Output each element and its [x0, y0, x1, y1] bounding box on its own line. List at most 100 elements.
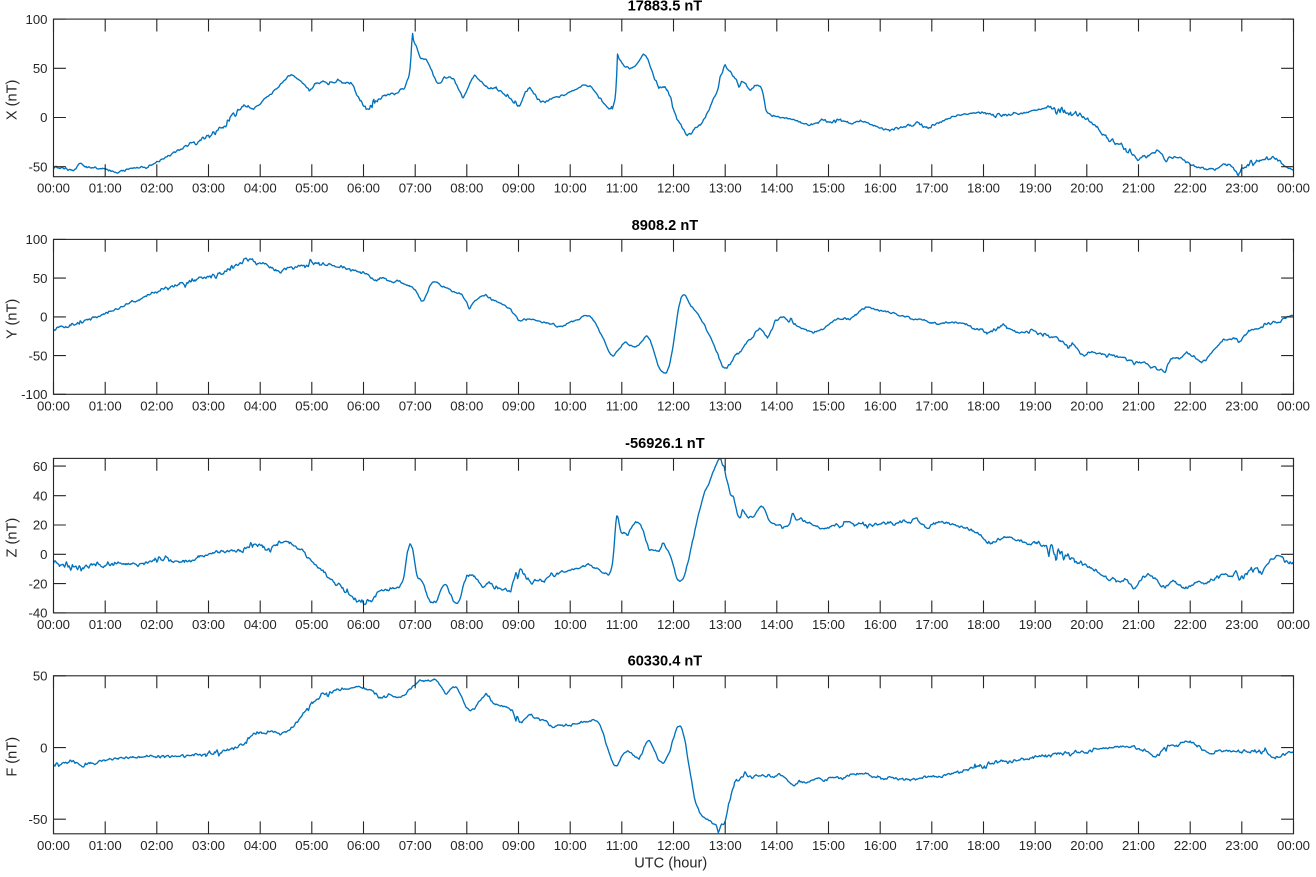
svg-text:-100: -100	[21, 387, 47, 402]
svg-text:-50: -50	[28, 159, 47, 174]
svg-text:17:00: 17:00	[915, 617, 948, 632]
svg-text:X (nT): X (nT)	[5, 80, 21, 121]
svg-text:06:00: 06:00	[347, 838, 380, 853]
svg-text:16:00: 16:00	[864, 398, 897, 413]
svg-text:40: 40	[33, 488, 48, 503]
svg-text:11:00: 11:00	[606, 181, 638, 196]
svg-text:23:00: 23:00	[1225, 838, 1258, 853]
svg-text:10:00: 10:00	[554, 838, 587, 853]
svg-text:50: 50	[33, 669, 48, 684]
svg-text:04:00: 04:00	[244, 617, 277, 632]
svg-text:100: 100	[25, 232, 47, 247]
svg-text:05:00: 05:00	[295, 617, 328, 632]
svg-text:04:00: 04:00	[244, 398, 277, 413]
svg-text:13:00: 13:00	[709, 398, 742, 413]
svg-text:Y (nT): Y (nT)	[5, 299, 21, 339]
svg-text:23:00: 23:00	[1225, 398, 1258, 413]
svg-text:06:00: 06:00	[347, 181, 380, 196]
svg-text:05:00: 05:00	[295, 398, 328, 413]
svg-text:-50: -50	[28, 812, 47, 827]
svg-text:03:00: 03:00	[192, 398, 225, 413]
svg-text:17883.5 nT: 17883.5 nT	[628, 0, 703, 15]
svg-text:0: 0	[40, 110, 47, 125]
svg-text:16:00: 16:00	[864, 838, 897, 853]
svg-text:08:00: 08:00	[450, 398, 483, 413]
svg-text:01:00: 01:00	[89, 838, 122, 853]
svg-text:08:00: 08:00	[450, 181, 483, 196]
svg-text:21:00: 21:00	[1122, 398, 1155, 413]
svg-text:14:00: 14:00	[760, 617, 793, 632]
svg-text:21:00: 21:00	[1122, 838, 1155, 853]
svg-text:20:00: 20:00	[1070, 838, 1103, 853]
svg-text:11:00: 11:00	[606, 617, 638, 632]
svg-text:18:00: 18:00	[967, 838, 1000, 853]
svg-text:22:00: 22:00	[1174, 181, 1207, 196]
svg-text:0: 0	[40, 740, 47, 755]
svg-text:00:00: 00:00	[1277, 181, 1310, 196]
svg-text:03:00: 03:00	[192, 617, 225, 632]
svg-text:15:00: 15:00	[812, 181, 845, 196]
svg-text:00:00: 00:00	[37, 617, 70, 632]
svg-text:0: 0	[40, 310, 47, 325]
svg-text:13:00: 13:00	[709, 181, 742, 196]
svg-text:08:00: 08:00	[450, 617, 483, 632]
svg-text:12:00: 12:00	[657, 181, 690, 196]
svg-text:07:00: 07:00	[399, 181, 432, 196]
svg-text:20:00: 20:00	[1070, 181, 1103, 196]
svg-text:12:00: 12:00	[657, 617, 690, 632]
svg-text:02:00: 02:00	[140, 398, 173, 413]
svg-text:11:00: 11:00	[606, 838, 638, 853]
svg-text:17:00: 17:00	[915, 838, 948, 853]
svg-text:02:00: 02:00	[140, 838, 173, 853]
svg-text:07:00: 07:00	[399, 617, 432, 632]
svg-text:03:00: 03:00	[192, 181, 225, 196]
svg-text:50: 50	[33, 61, 48, 76]
svg-text:50: 50	[33, 271, 48, 286]
svg-text:22:00: 22:00	[1174, 838, 1207, 853]
svg-text:19:00: 19:00	[1019, 181, 1052, 196]
svg-text:00:00: 00:00	[1277, 398, 1310, 413]
svg-text:09:00: 09:00	[502, 398, 535, 413]
svg-text:09:00: 09:00	[502, 838, 535, 853]
svg-text:21:00: 21:00	[1122, 181, 1155, 196]
svg-text:0: 0	[40, 547, 47, 562]
svg-text:60330.4 nT: 60330.4 nT	[628, 654, 703, 670]
svg-text:19:00: 19:00	[1019, 617, 1052, 632]
svg-text:15:00: 15:00	[812, 617, 845, 632]
svg-text:10:00: 10:00	[554, 181, 587, 196]
svg-text:23:00: 23:00	[1225, 617, 1258, 632]
svg-text:00:00: 00:00	[37, 181, 70, 196]
svg-text:14:00: 14:00	[760, 838, 793, 853]
svg-text:02:00: 02:00	[140, 617, 173, 632]
svg-text:19:00: 19:00	[1019, 838, 1052, 853]
svg-text:01:00: 01:00	[89, 617, 122, 632]
svg-text:20:00: 20:00	[1070, 398, 1103, 413]
svg-text:01:00: 01:00	[89, 181, 122, 196]
svg-text:-56926.1 nT: -56926.1 nT	[625, 436, 705, 452]
svg-text:17:00: 17:00	[915, 398, 948, 413]
svg-text:-50: -50	[28, 348, 47, 363]
svg-text:100: 100	[25, 12, 47, 27]
svg-text:14:00: 14:00	[760, 398, 793, 413]
svg-text:18:00: 18:00	[967, 617, 1000, 632]
svg-text:16:00: 16:00	[864, 617, 897, 632]
svg-text:12:00: 12:00	[657, 838, 690, 853]
svg-text:19:00: 19:00	[1019, 398, 1052, 413]
svg-text:05:00: 05:00	[295, 838, 328, 853]
svg-text:12:00: 12:00	[657, 398, 690, 413]
svg-text:18:00: 18:00	[967, 181, 1000, 196]
svg-text:02:00: 02:00	[140, 181, 173, 196]
svg-text:00:00: 00:00	[37, 398, 70, 413]
svg-text:06:00: 06:00	[347, 398, 380, 413]
svg-text:17:00: 17:00	[915, 181, 948, 196]
svg-text:15:00: 15:00	[812, 398, 845, 413]
svg-text:11:00: 11:00	[606, 398, 638, 413]
svg-text:18:00: 18:00	[967, 398, 1000, 413]
svg-text:13:00: 13:00	[709, 838, 742, 853]
svg-text:04:00: 04:00	[244, 181, 277, 196]
svg-text:22:00: 22:00	[1174, 617, 1207, 632]
svg-text:F (nT): F (nT)	[5, 737, 21, 777]
svg-text:09:00: 09:00	[502, 181, 535, 196]
svg-text:-20: -20	[28, 576, 47, 591]
svg-text:01:00: 01:00	[89, 398, 122, 413]
